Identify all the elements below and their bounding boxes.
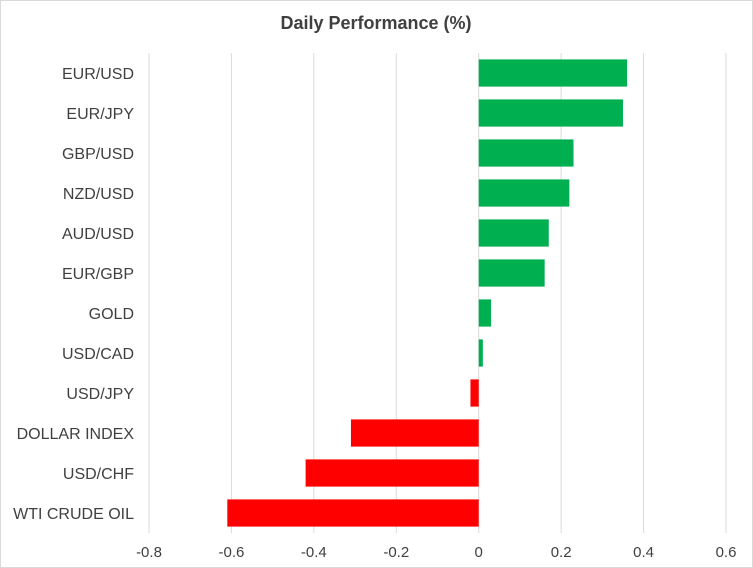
category-label: EUR/GBP [62,266,134,283]
bar-gold [478,299,492,327]
bar-wti-crude-oil [227,499,479,527]
x-tick-label: -0.8 [136,544,162,561]
category-label: AUD/USD [62,226,134,243]
bar-usd-chf [305,459,479,487]
bars [227,59,628,527]
x-tick-labels: -0.8 -0.6 -0.4 -0.2 0 0.2 0.4 0.6 [136,544,736,561]
category-label: GOLD [89,306,134,323]
category-labels: EUR/USD EUR/JPY GBP/USD NZD/USD AUD/USD EUR/G… [13,66,134,523]
bar-nzd-usd [478,179,570,207]
x-tick-label: -0.2 [383,544,409,561]
category-label: GBP/USD [62,146,134,163]
category-label: WTI CRUDE OIL [13,506,134,523]
x-tick-label: 0 [475,544,483,561]
bar-gbp-usd [478,139,574,167]
category-label: NZD/USD [63,186,134,203]
category-label: USD/JPY [66,386,134,403]
bar-eur-usd [478,59,628,87]
bar-eur-jpy [478,99,623,127]
x-tick-label: 0.6 [716,544,737,561]
bar-usd-cad [478,339,483,367]
bar-usd-jpy [470,379,479,407]
x-tick-label: -0.6 [218,544,244,561]
chart-title: Daily Performance (%) [280,13,471,33]
category-label: USD/CHF [63,466,134,483]
bar-eur-gbp [478,259,545,287]
grid-lines [148,53,727,533]
category-label: EUR/USD [62,66,134,83]
category-label: DOLLAR INDEX [17,426,135,443]
category-label: EUR/JPY [66,106,134,123]
bar-aud-usd [478,219,549,247]
x-tick-label: 0.2 [551,544,572,561]
bar-dollar-index [350,419,479,447]
x-tick-label: 0.4 [633,544,654,561]
category-label: USD/CAD [62,346,134,363]
x-tick-label: -0.4 [301,544,327,561]
